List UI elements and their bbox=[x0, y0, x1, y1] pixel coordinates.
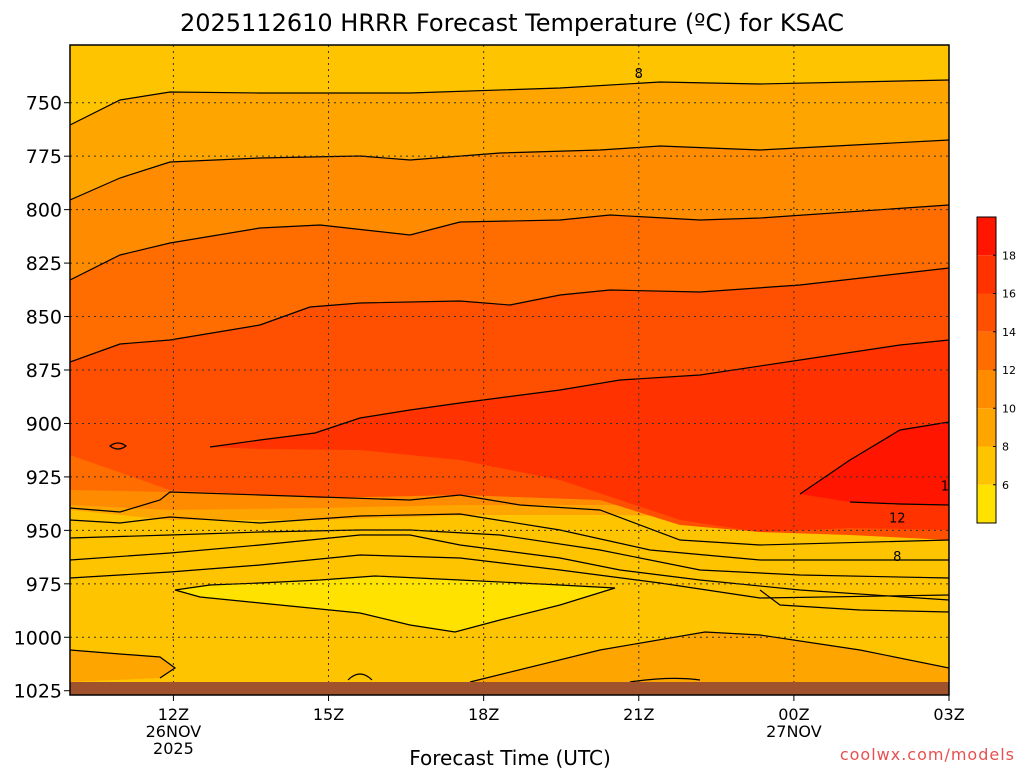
y-tick-label: 850 bbox=[26, 307, 62, 329]
y-tick-label: 975 bbox=[26, 574, 62, 596]
contour-line bbox=[70, 491, 949, 546]
chart-title: 2025112610 HRRR Forecast Temperature (ºC… bbox=[180, 9, 844, 37]
contour-line bbox=[209, 339, 949, 448]
x-tick-year: 2025 bbox=[153, 739, 194, 758]
band-4-6-pocket bbox=[175, 576, 615, 632]
band-18-20 bbox=[800, 422, 949, 505]
colorbar-tick-label: 16 bbox=[1002, 288, 1016, 301]
x-axis-label: Forecast Time (UTC) bbox=[409, 746, 611, 768]
contour-lines bbox=[70, 79, 949, 683]
y-tick-label: 875 bbox=[26, 360, 62, 382]
contour-line bbox=[70, 267, 949, 363]
y-tick-label: 775 bbox=[26, 146, 62, 168]
band-8-surface-left bbox=[70, 650, 175, 682]
colorbar-swatch bbox=[977, 484, 996, 523]
colorbar-tick-label: 12 bbox=[1002, 364, 1016, 377]
credit-text: coolwx.com/models bbox=[840, 745, 1015, 764]
contour-line bbox=[70, 79, 949, 126]
contour-labels: 8810101212141414128 bbox=[635, 67, 958, 565]
contour-line bbox=[108, 442, 128, 450]
y-tick-label: 750 bbox=[26, 93, 62, 115]
y-tick-label: 825 bbox=[26, 253, 62, 275]
colorbar-tick-label: 18 bbox=[1002, 249, 1016, 262]
contour-line bbox=[347, 673, 373, 681]
contour-line bbox=[759, 589, 949, 613]
y-tick-label: 950 bbox=[26, 520, 62, 542]
contour-line bbox=[70, 529, 949, 579]
x-tick-label: 00Z bbox=[778, 705, 809, 724]
y-tick-label: 1025 bbox=[14, 681, 62, 703]
y-tick-label: 900 bbox=[26, 413, 62, 435]
x-tick-label: 03Z bbox=[933, 705, 964, 724]
x-tick-label: 15Z bbox=[313, 705, 344, 724]
contour-line bbox=[70, 554, 949, 599]
contour-line bbox=[174, 575, 616, 633]
contour-line bbox=[70, 139, 949, 201]
ground-below-surface bbox=[70, 682, 949, 695]
colorbar-tick-label: 6 bbox=[1002, 479, 1009, 492]
colorbar-swatch bbox=[977, 293, 996, 332]
contour-line bbox=[70, 204, 949, 281]
x-tick-date: 26NOV bbox=[146, 722, 202, 741]
colorbar-swatch bbox=[977, 331, 996, 370]
contour-label: 8 bbox=[635, 67, 643, 82]
x-tick-label: 21Z bbox=[623, 705, 654, 724]
y-tick-label: 800 bbox=[26, 200, 62, 222]
y-tick-label: 925 bbox=[26, 467, 62, 489]
colorbar-tick-label: 8 bbox=[1002, 441, 1009, 454]
colorbar: 6 8 10 12 14 16 18 bbox=[976, 216, 1016, 524]
colorbar-tick-label: 14 bbox=[1002, 326, 1016, 339]
y-axis: 750 775 800 825 850 875 900 925 950 975 1000 1025 bbox=[14, 93, 70, 703]
contour-line bbox=[469, 631, 949, 683]
plot-area: 8810101212141414128 bbox=[70, 45, 958, 695]
colorbar-swatch bbox=[977, 370, 996, 409]
x-tick-label: 18Z bbox=[468, 705, 499, 724]
x-tick-label: 12Z bbox=[158, 705, 189, 724]
contour-line bbox=[70, 513, 949, 561]
contour-line bbox=[849, 501, 949, 506]
contour-line bbox=[70, 534, 949, 601]
colorbar-swatch bbox=[977, 217, 996, 256]
colorbar-tick-label: 10 bbox=[1002, 402, 1016, 415]
colorbar-swatch bbox=[977, 446, 996, 485]
grid bbox=[70, 45, 949, 695]
contour-label: 14 bbox=[941, 479, 958, 494]
contour-line bbox=[799, 421, 949, 495]
band-16-18 bbox=[210, 340, 949, 532]
contour-label: 8 bbox=[893, 550, 901, 565]
contour-line bbox=[629, 677, 701, 683]
x-tick-date: 27NOV bbox=[766, 722, 822, 741]
y-tick-label: 1000 bbox=[14, 627, 62, 649]
colorbar-swatch bbox=[977, 408, 996, 447]
colorbar-swatch bbox=[977, 255, 996, 294]
contour-label: 12 bbox=[889, 512, 906, 527]
band-8-surface-right bbox=[470, 632, 949, 682]
contour-line bbox=[70, 649, 177, 679]
